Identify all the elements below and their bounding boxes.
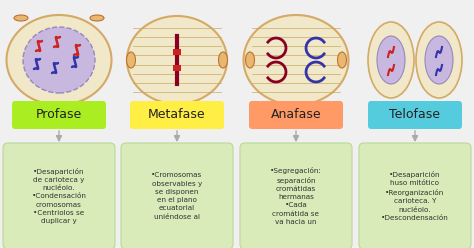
Bar [173, 65, 181, 71]
FancyBboxPatch shape [240, 143, 352, 248]
Ellipse shape [425, 36, 453, 84]
Ellipse shape [23, 27, 95, 93]
Text: Telofase: Telofase [390, 109, 440, 122]
FancyBboxPatch shape [359, 143, 471, 248]
Text: •Segregación:
separación
cromátidas
hermanas
•Cada
cromátida se
va hacia un: •Segregación: separación cromátidas herm… [270, 167, 322, 225]
Ellipse shape [244, 15, 348, 105]
FancyBboxPatch shape [368, 101, 462, 129]
Text: Metafase: Metafase [148, 109, 206, 122]
Ellipse shape [219, 52, 228, 68]
FancyBboxPatch shape [12, 101, 106, 129]
Text: Anafase: Anafase [271, 109, 321, 122]
FancyBboxPatch shape [121, 143, 233, 248]
Text: •Cromosomas
observables y
se disponen
en el plano
ecuatorial
uniéndose al: •Cromosomas observables y se disponen en… [151, 172, 202, 220]
Ellipse shape [416, 22, 462, 98]
Ellipse shape [246, 52, 255, 68]
Text: Profase: Profase [36, 109, 82, 122]
Bar [173, 49, 181, 55]
Ellipse shape [14, 15, 28, 21]
Ellipse shape [127, 52, 136, 68]
FancyBboxPatch shape [249, 101, 343, 129]
Text: •Desaparición
huso mitótico
•Reorganización
carioteca. Y
nucléolo.
•Descondensac: •Desaparición huso mitótico •Reorganizac… [381, 171, 449, 221]
Text: •Desaparición
de carioteca y
nucléolo.
•Condensación
cromosomas
•Centriolos se
d: •Desaparición de carioteca y nucléolo. •… [32, 168, 86, 224]
Ellipse shape [368, 22, 414, 98]
Ellipse shape [377, 36, 405, 84]
Ellipse shape [7, 15, 111, 105]
FancyBboxPatch shape [130, 101, 224, 129]
FancyBboxPatch shape [3, 143, 115, 248]
Ellipse shape [90, 15, 104, 21]
Ellipse shape [337, 52, 346, 68]
Ellipse shape [127, 16, 227, 104]
